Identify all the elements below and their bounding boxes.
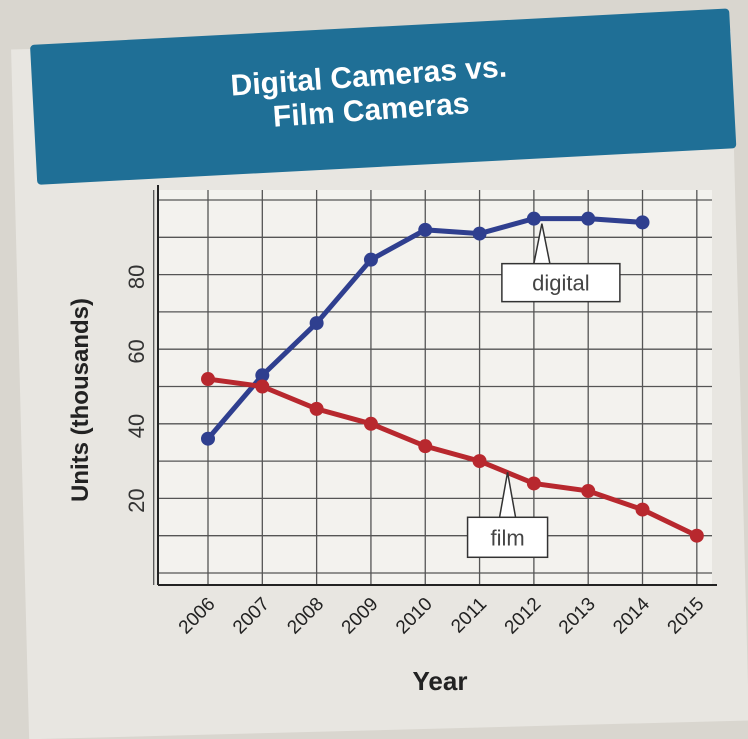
x-tick-label: 2010 — [392, 594, 437, 639]
data-point-digital — [418, 222, 433, 237]
y-tick-label: 80 — [124, 265, 149, 289]
x-tick-label: 2009 — [338, 594, 383, 639]
plot-area — [158, 190, 712, 585]
x-tick-label: 2015 — [664, 594, 709, 639]
data-point-film — [689, 528, 704, 543]
y-tick-label: 40 — [124, 414, 149, 438]
digital-series-label: digital — [532, 271, 589, 296]
data-point-film — [363, 416, 378, 431]
data-point-digital — [635, 215, 650, 230]
y-axis-label: Units (thousands) — [67, 298, 94, 502]
data-point-digital — [581, 211, 596, 226]
data-point-film — [418, 439, 433, 454]
data-point-digital — [472, 226, 487, 241]
x-tick-label: 2006 — [175, 594, 220, 639]
x-tick-label: 2008 — [283, 594, 328, 639]
data-point-film — [255, 379, 270, 394]
y-tick-label: 20 — [124, 488, 149, 512]
x-tick-label: 2011 — [447, 594, 491, 638]
data-point-film — [309, 401, 324, 416]
film-callout-box — [466, 516, 549, 559]
x-tick-label: 2013 — [555, 594, 600, 639]
data-point-film — [581, 483, 596, 498]
data-point-digital — [363, 252, 378, 267]
series-line-film — [207, 376, 698, 538]
data-point-film — [635, 502, 650, 517]
x-tick-label: 2007 — [229, 594, 274, 639]
x-axis-label: Year — [413, 666, 468, 696]
data-point-digital — [201, 431, 215, 446]
film-series-label: film — [490, 525, 524, 550]
y-tick-label: 60 — [124, 339, 149, 363]
data-point-digital — [309, 316, 324, 331]
film-callout-pointer — [498, 472, 517, 518]
data-point-digital — [526, 211, 541, 226]
data-point-film — [526, 476, 541, 491]
digital-callout-box — [501, 262, 621, 303]
x-tick-label: 2014 — [609, 593, 654, 638]
data-point-film — [201, 372, 215, 387]
data-point-digital — [255, 368, 270, 383]
x-tick-label: 2012 — [501, 594, 546, 639]
data-point-film — [472, 454, 487, 469]
digital-callout-pointer — [533, 223, 551, 264]
